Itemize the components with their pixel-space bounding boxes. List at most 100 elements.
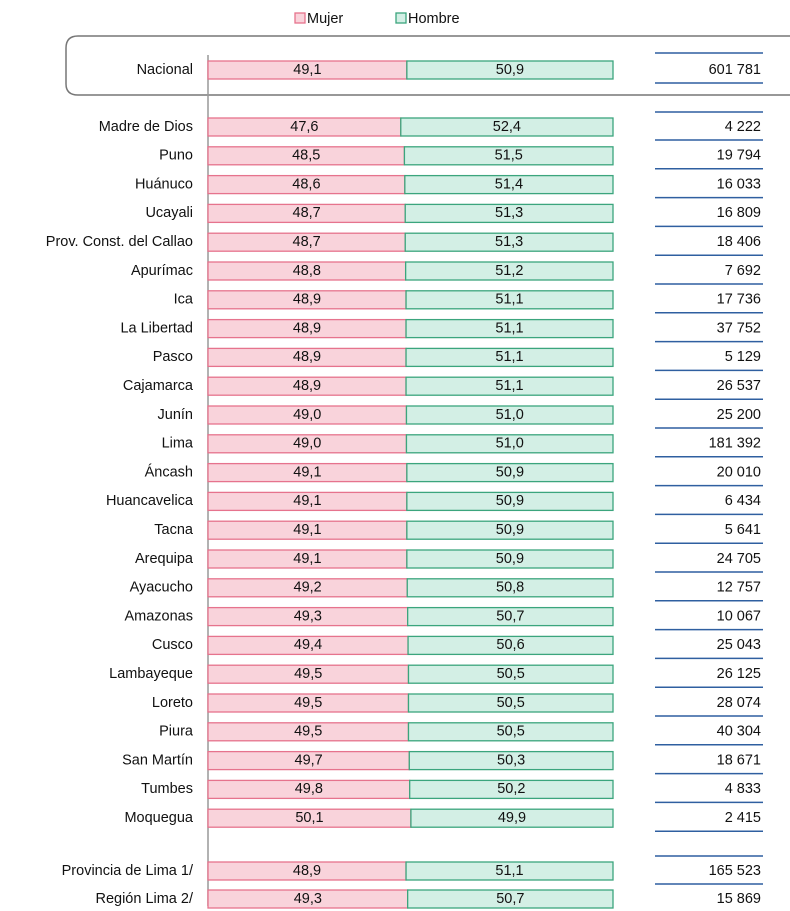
value-label: 50,9 xyxy=(496,493,524,509)
value-label: 50,9 xyxy=(496,551,524,567)
value-label: 51,3 xyxy=(495,234,523,250)
value-label: 49,1 xyxy=(293,62,321,78)
total-value: 26 537 xyxy=(717,378,761,394)
category-label: San Martín xyxy=(122,752,193,768)
total-value: 25 200 xyxy=(717,407,761,423)
category-label: Cusco xyxy=(152,637,193,653)
bar-segment xyxy=(410,808,614,828)
value-label: 50,1 xyxy=(295,810,323,826)
value-label: 50,9 xyxy=(496,62,524,78)
value-label: 50,7 xyxy=(496,608,524,624)
value-label: 49,1 xyxy=(293,522,321,538)
value-label: 50,5 xyxy=(497,666,525,682)
value-label: 48,7 xyxy=(293,205,321,221)
category-label: Prov. Const. del Callao xyxy=(46,234,193,250)
total-value: 4 833 xyxy=(725,781,761,797)
category-label: Madre de Dios xyxy=(99,119,193,135)
value-label: 50,9 xyxy=(496,464,524,480)
total-value: 28 074 xyxy=(717,695,761,711)
total-value: 5 641 xyxy=(725,522,761,538)
value-label: 49,9 xyxy=(498,810,526,826)
bar-segment xyxy=(407,693,614,713)
value-label: 49,0 xyxy=(293,436,321,452)
value-label: 49,4 xyxy=(294,637,322,653)
bar-segment xyxy=(400,117,614,137)
total-value: 24 705 xyxy=(717,551,761,567)
category-label: Región Lima 2/ xyxy=(95,891,193,907)
value-label: 49,3 xyxy=(294,608,322,624)
category-label: Pasco xyxy=(153,349,193,365)
total-value: 181 392 xyxy=(709,436,761,452)
total-value: 10 067 xyxy=(717,608,761,624)
category-label: Áncash xyxy=(145,463,193,480)
value-label: 51,1 xyxy=(495,863,523,879)
category-label: Provincia de Lima 1/ xyxy=(62,863,194,879)
value-label: 49,7 xyxy=(295,752,323,768)
total-value: 2 415 xyxy=(725,810,761,826)
bar-segment xyxy=(407,606,614,627)
bar-segment xyxy=(407,635,614,656)
bar-segment xyxy=(405,290,614,310)
bar-segment xyxy=(405,434,614,454)
bar-segment xyxy=(406,520,614,540)
bar-segment xyxy=(405,861,614,881)
bar-segment xyxy=(404,174,614,195)
value-label: 51,4 xyxy=(495,176,523,192)
value-label: 50,2 xyxy=(497,781,525,797)
total-value: 4 222 xyxy=(725,119,761,135)
total-value: 7 692 xyxy=(725,263,761,279)
bar-segment xyxy=(407,722,614,742)
value-label: 50,7 xyxy=(496,891,524,907)
category-label: Arequipa xyxy=(135,551,194,567)
total-value: 15 869 xyxy=(717,891,761,907)
category-label: La Libertad xyxy=(120,320,193,336)
total-value: 5 129 xyxy=(725,349,761,365)
value-label: 50,3 xyxy=(497,752,525,768)
total-value: 6 434 xyxy=(725,493,761,509)
category-label: Ayacucho xyxy=(130,580,193,596)
total-value: 16 033 xyxy=(717,176,761,192)
bar-segment xyxy=(407,664,614,684)
value-label: 49,2 xyxy=(294,580,322,596)
total-value: 165 523 xyxy=(709,863,761,879)
category-label: Junín xyxy=(158,407,193,423)
value-label: 50,6 xyxy=(496,637,524,653)
total-value: 18 671 xyxy=(717,752,761,768)
legend-label: Mujer xyxy=(307,11,343,27)
bar-segment xyxy=(405,376,614,396)
value-label: 49,1 xyxy=(293,464,321,480)
category-label: Puno xyxy=(159,148,193,164)
value-label: 50,5 xyxy=(497,724,525,740)
value-label: 51,1 xyxy=(495,320,523,336)
value-label: 50,9 xyxy=(496,522,524,538)
total-value: 18 406 xyxy=(717,234,761,250)
bar-segment xyxy=(405,347,614,368)
category-label: Lambayeque xyxy=(109,666,193,682)
bar-segment xyxy=(406,462,614,483)
value-label: 48,9 xyxy=(293,349,321,365)
bar-segment xyxy=(407,889,614,909)
value-label: 49,8 xyxy=(295,781,323,797)
value-label: 50,8 xyxy=(496,580,524,596)
category-label: Huancavelica xyxy=(106,493,194,509)
bar-segment xyxy=(405,318,614,339)
total-value: 17 736 xyxy=(717,292,761,308)
value-label: 52,4 xyxy=(493,119,521,135)
value-label: 49,5 xyxy=(294,695,322,711)
total-value: 37 752 xyxy=(717,320,761,336)
legend-label: Hombre xyxy=(408,11,460,27)
value-label: 49,3 xyxy=(294,891,322,907)
value-label: 51,1 xyxy=(495,292,523,308)
value-label: 48,9 xyxy=(293,320,321,336)
category-label: Apurímac xyxy=(131,263,193,279)
value-label: 51,0 xyxy=(496,436,524,452)
value-label: 49,5 xyxy=(294,666,322,682)
value-label: 48,9 xyxy=(293,378,321,394)
category-label: Tacna xyxy=(154,522,194,538)
category-label: Lima xyxy=(162,436,194,452)
category-label: Nacional xyxy=(137,62,193,78)
category-label: Huánuco xyxy=(135,176,193,192)
category-label: Amazonas xyxy=(124,608,193,624)
value-label: 51,1 xyxy=(495,349,523,365)
